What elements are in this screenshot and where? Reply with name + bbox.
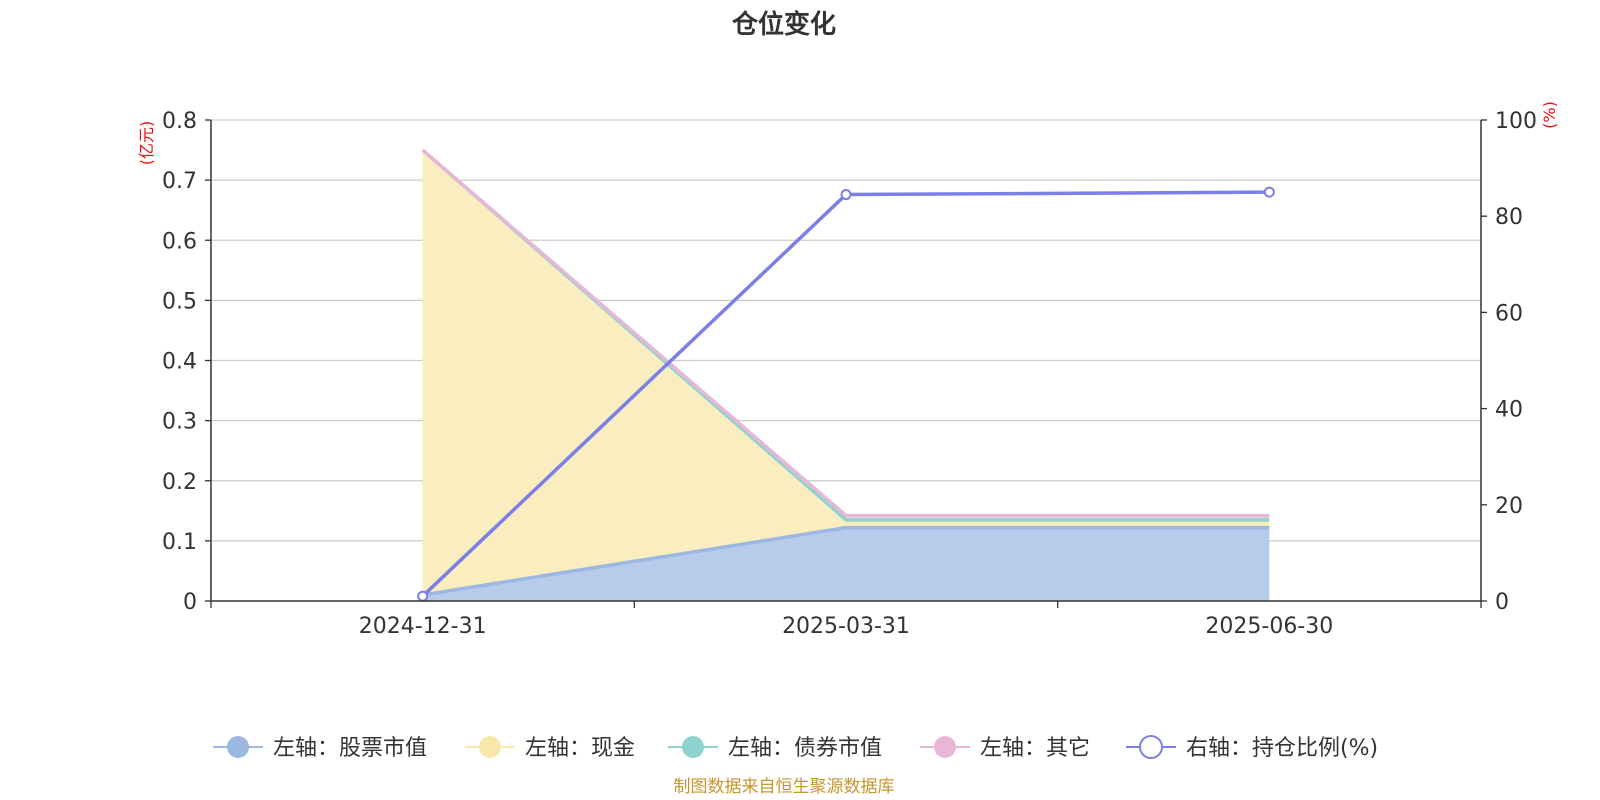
area-edge-0 <box>422 525 1270 597</box>
left-tick-label: 0.5 <box>162 289 197 314</box>
ratio-point <box>1263 186 1275 198</box>
left-tick-label: 0.3 <box>162 410 197 435</box>
left-tick-label: 0.2 <box>162 470 197 495</box>
left-tick-label: 0.6 <box>162 229 197 254</box>
legend-label: 左轴：股票市值 <box>273 736 427 761</box>
legend-label: 左轴：现金 <box>525 736 635 761</box>
left-tick-label: 0.8 <box>162 109 197 134</box>
gridlines <box>211 119 1481 542</box>
right-tick-label: 20 <box>1495 494 1523 519</box>
legend-marker <box>682 736 704 758</box>
x-tick-label: 2025-06-30 <box>1205 614 1333 639</box>
x-tick-label: 2024-12-31 <box>359 614 487 639</box>
area-0 <box>422 527 1270 601</box>
legend-marker <box>227 736 249 758</box>
area-1 <box>422 150 1270 595</box>
left-tick-label: 0.7 <box>162 169 197 194</box>
stacked-areas <box>421 148 1270 601</box>
ratio-point <box>417 590 429 602</box>
right-axis-unit: (%) <box>1540 101 1559 129</box>
right-tick-label: 80 <box>1495 205 1523 230</box>
left-tick-label: 0.1 <box>162 530 197 555</box>
legend-marker <box>479 736 501 758</box>
right-tick-label: 60 <box>1495 301 1523 326</box>
legend-label: 右轴：持仓比例(%) <box>1186 736 1378 761</box>
x-tick-label: 2025-03-31 <box>782 614 910 639</box>
legend-marker <box>934 736 956 758</box>
legend: 左轴：股票市值 左轴：现金 左轴：债券市值 左轴：其它 右轴：持仓比例(%) <box>213 735 1378 761</box>
ratio-point <box>840 189 852 201</box>
left-axis-unit: (亿元) <box>137 121 156 166</box>
legend-label: 左轴：债券市值 <box>728 736 882 761</box>
axes: 0 0.1 0.2 0.3 0.4 0.5 0.6 0.7 0.8 0 20 40 60 80 100 202… <box>162 109 1537 639</box>
right-tick-label: 40 <box>1495 398 1523 423</box>
source-note: 制图数据来自恒生聚源数据库 <box>674 777 895 797</box>
legend-marker <box>1139 735 1163 759</box>
right-tick-label: 100 <box>1495 109 1537 134</box>
chart-title: 仓位变化 <box>731 9 836 40</box>
legend-label: 左轴：其它 <box>980 736 1090 761</box>
right-tick-label: 0 <box>1495 590 1509 615</box>
area-edge-3 <box>421 148 1270 518</box>
left-tick-label: 0 <box>183 590 197 615</box>
left-tick-label: 0.4 <box>162 350 197 375</box>
